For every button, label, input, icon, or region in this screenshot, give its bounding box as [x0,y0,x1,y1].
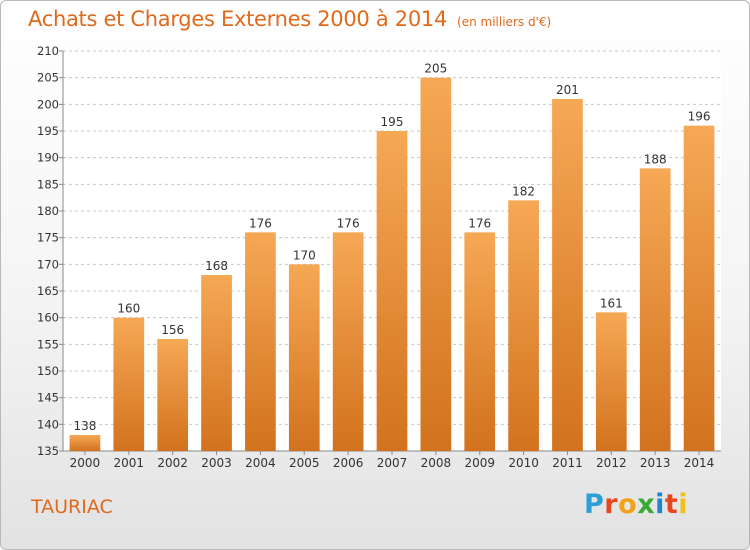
y-tick-label: 155 [37,337,59,351]
chart-title-text: Achats et Charges Externes 2000 à 2014 [28,7,448,31]
bar [288,264,320,451]
bar [508,200,539,451]
logo-letter: r [604,489,619,520]
x-tick-label: 2003 [201,456,232,470]
x-tick-label: 2010 [508,456,539,470]
bar-value-label: 201 [556,83,579,97]
y-tick-label: 145 [37,391,59,405]
bar [420,77,452,452]
bar-value-label: 205 [424,62,447,76]
y-tick-label: 200 [37,97,59,111]
bar-value-label: 176 [337,216,360,230]
bar [683,125,715,452]
x-tick-label: 2004 [245,456,276,470]
bar [113,317,145,451]
logo-letter: i [678,489,689,520]
bar [69,435,101,451]
x-tick-label: 2006 [333,456,364,470]
y-tick-label: 185 [37,177,59,191]
bar-value-label: 196 [688,110,711,124]
bar [552,99,583,451]
bar-value-label: 195 [381,115,404,129]
bar [332,232,364,451]
y-tick-label: 210 [37,44,59,58]
y-tick-label: 135 [37,444,59,458]
chart-unit-label: (en milliers d'€) [457,15,552,29]
bar [201,275,232,451]
proxiti-logo: Proxiti [584,489,688,520]
x-tick-label: 2000 [70,456,101,470]
bar-value-label: 138 [73,419,96,433]
bar [639,168,671,452]
y-tick-label: 205 [37,71,59,85]
x-tick-label: 2012 [596,456,627,470]
bar [595,312,627,451]
chart-title: Achats et Charges Externes 2000 à 2014 (e… [28,7,551,31]
x-tick-label: 2009 [464,456,495,470]
y-tick-label: 160 [37,311,59,325]
logo-letter: x [637,489,656,520]
bar [157,339,189,451]
x-tick-label: 2013 [640,456,671,470]
y-tick-label: 190 [37,151,59,165]
bar-value-label: 188 [644,152,667,166]
bar [464,232,496,451]
y-tick-label: 150 [37,364,59,378]
x-tick-label: 2002 [157,456,188,470]
y-tick-label: 165 [37,284,59,298]
bar-value-label: 160 [117,302,140,316]
x-tick-label: 2008 [421,456,452,470]
bar-value-label: 170 [293,248,316,262]
logo-letter: o [618,489,638,520]
logo-letter: P [584,489,605,520]
bar [376,131,408,451]
logo-letter: i [655,489,665,520]
bar-value-label: 156 [161,323,184,337]
bar-value-label: 168 [205,259,228,273]
bar-value-label: 161 [600,296,623,310]
x-tick-label: 2007 [377,456,408,470]
y-tick-label: 180 [37,204,59,218]
commune-name: TAURIAC [31,496,113,518]
x-tick-label: 2011 [552,456,583,470]
y-tick-label: 140 [37,417,59,431]
bar-value-label: 176 [468,216,491,230]
bar [245,232,276,451]
y-tick-label: 170 [37,257,59,271]
y-tick-label: 175 [37,231,59,245]
logo-letter: t [664,489,679,520]
y-tick-label: 195 [37,124,59,138]
x-tick-label: 2014 [684,456,715,470]
bar-value-label: 182 [512,184,535,198]
x-tick-label: 2001 [114,456,145,470]
x-tick-label: 2005 [289,456,320,470]
bar-value-label: 176 [249,216,272,230]
